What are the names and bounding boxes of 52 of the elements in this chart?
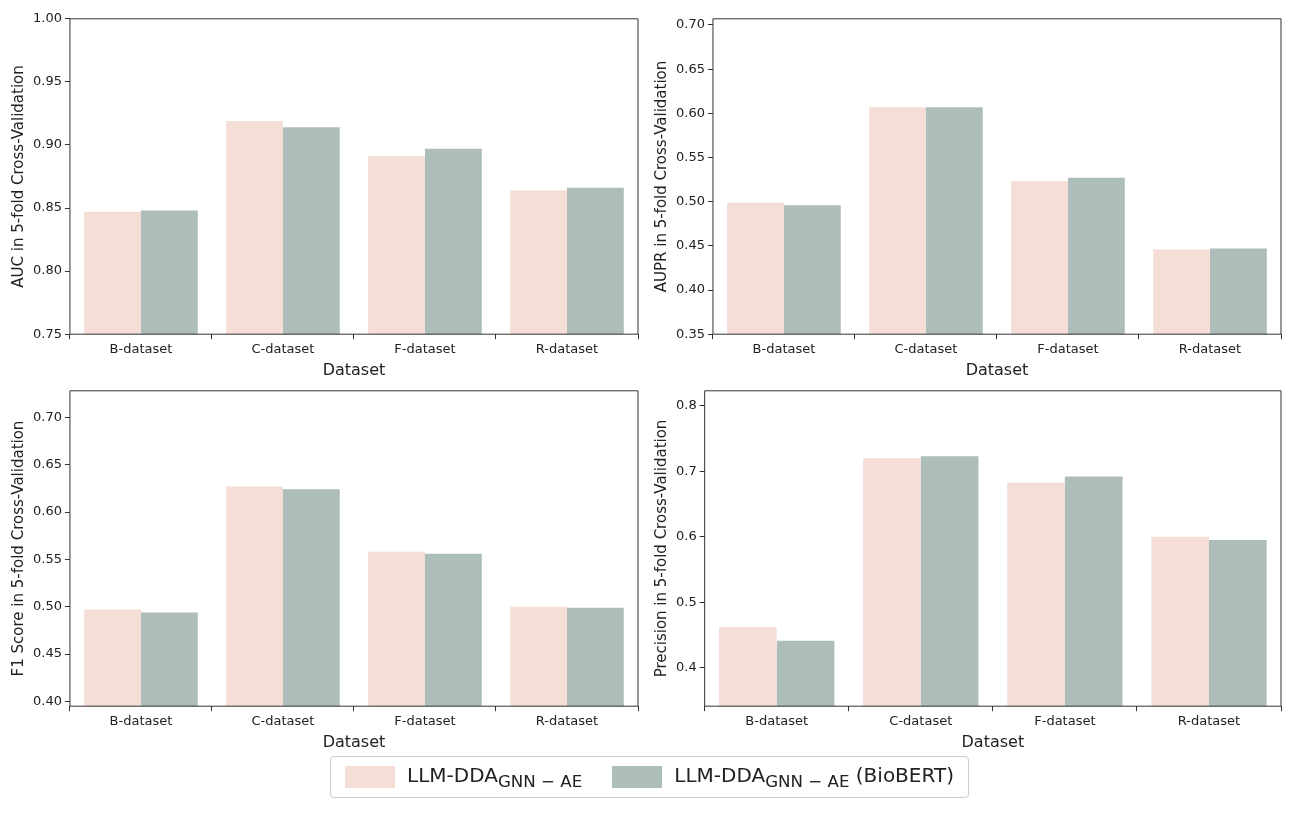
legend-label: LLM-DDA$_{GNN − AE}$	[407, 763, 583, 791]
x-tick-label: R-dataset	[1177, 713, 1241, 729]
y-tick-label: 0.90	[32, 136, 62, 152]
x-axis-title: Dataset	[322, 359, 386, 379]
y-tick-label: 0.70	[675, 16, 705, 32]
x-tick-label: R-dataset	[1178, 341, 1242, 357]
legend-label: LLM-DDA$_{GNN − AE}$ (BioBERT)	[674, 763, 954, 791]
y-axis-title: F1 Score in 5-fold Cross-Validation	[8, 420, 27, 677]
y-tick-label: 0.75	[32, 325, 62, 341]
y-tick-label: 0.80	[32, 262, 62, 278]
y-tick-label: 0.6	[675, 528, 697, 544]
y-tick-label: 0.45	[32, 645, 62, 661]
x-tick-label: C-dataset	[251, 713, 315, 729]
y-tick-label: 0.85	[32, 199, 62, 215]
y-tick-label: 0.65	[675, 60, 705, 76]
y-tick-label: 0.4	[675, 658, 697, 674]
x-tick-label: B-dataset	[109, 713, 173, 729]
x-axis-title: Dataset	[965, 359, 1029, 379]
x-axis-title: Dataset	[322, 731, 386, 751]
x-tick-label: B-dataset	[745, 713, 809, 729]
y-tick-label: 0.8	[675, 397, 697, 413]
x-tick-label: C-dataset	[894, 341, 958, 357]
x-tick-label: F-dataset	[1037, 341, 1099, 357]
x-tick-label: F-dataset	[394, 341, 456, 357]
x-tick-label: B-dataset	[752, 341, 816, 357]
x-tick-label: B-dataset	[109, 341, 173, 357]
y-tick-label: 1.00	[32, 10, 62, 26]
x-tick-label: F-dataset	[1034, 713, 1096, 729]
y-tick-label: 0.65	[32, 456, 62, 472]
y-tick-label: 0.50	[675, 193, 705, 209]
x-tick-label: R-dataset	[535, 713, 599, 729]
y-tick-label: 0.40	[32, 692, 62, 708]
y-tick-label: 0.55	[32, 550, 62, 566]
y-axis-title: AUC in 5-fold Cross-Validation	[8, 65, 27, 288]
y-tick-label: 0.70	[32, 408, 62, 424]
x-tick-label: C-dataset	[889, 713, 953, 729]
x-tick-label: C-dataset	[251, 341, 315, 357]
y-tick-label: 0.45	[675, 237, 705, 253]
y-tick-label: 0.95	[32, 73, 62, 89]
x-tick-label: R-dataset	[535, 341, 599, 357]
y-tick-label: 0.60	[32, 503, 62, 519]
y-tick-label: 0.5	[675, 593, 697, 609]
y-tick-label: 0.50	[32, 598, 62, 614]
y-tick-label: 0.60	[675, 104, 705, 120]
y-axis-title: AUPR in 5-fold Cross-Validation	[651, 60, 670, 293]
y-tick-label: 0.7	[675, 462, 697, 478]
x-tick-label: F-dataset	[394, 713, 456, 729]
y-tick-label: 0.55	[675, 148, 705, 164]
y-axis-title: Precision in 5-fold Cross-Validation	[651, 419, 670, 678]
y-tick-label: 0.35	[675, 325, 705, 341]
y-tick-label: 0.40	[675, 281, 705, 297]
x-axis-title: Dataset	[961, 731, 1025, 751]
